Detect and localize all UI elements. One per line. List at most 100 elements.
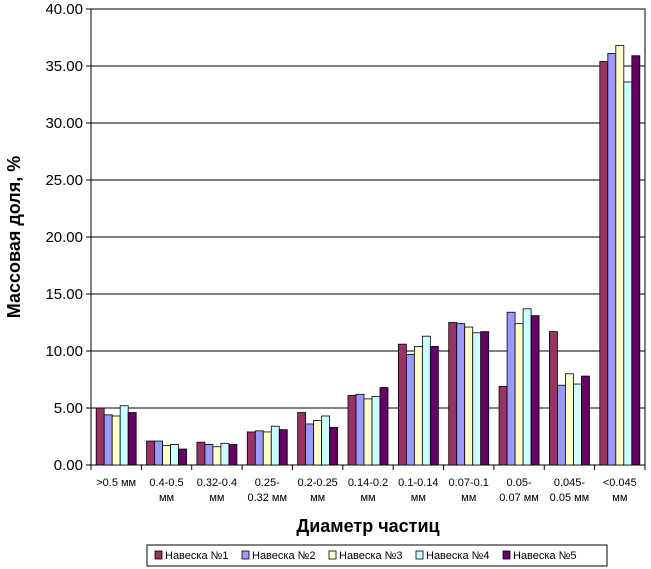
bar (103, 414, 113, 466)
x-tick-label: мм (159, 492, 174, 504)
bar (170, 444, 179, 466)
bar (363, 398, 373, 466)
bar (212, 446, 222, 466)
bar (421, 335, 431, 466)
bar (573, 383, 582, 466)
bar (557, 384, 566, 466)
y-tick-label: 25.00 (45, 172, 83, 189)
legend-swatch (154, 550, 163, 560)
x-tick-label: мм (612, 492, 627, 504)
x-tick-label: 0.2-0.25 (297, 477, 337, 489)
bar (95, 407, 105, 466)
bar (506, 311, 516, 466)
y-tick-label: 40.00 (45, 1, 83, 18)
bar (623, 81, 633, 466)
bar (111, 415, 121, 466)
bar (146, 440, 155, 466)
bar (127, 412, 137, 466)
x-tick-label: 0.25- (255, 477, 280, 489)
bar (246, 431, 256, 466)
bar (581, 375, 590, 466)
x-tick-label: 0.07-0.1 (449, 477, 489, 489)
bar (599, 61, 609, 466)
legend-swatch (328, 550, 337, 560)
legend-box (146, 544, 608, 567)
x-tick-label: 0.1-0.14 (398, 477, 438, 489)
bar (549, 331, 558, 466)
bar (321, 415, 331, 466)
x-tick-label: 0.045- (554, 477, 586, 489)
bar (405, 354, 415, 466)
bar (514, 323, 524, 466)
bar (615, 45, 625, 466)
x-tick-label: мм (310, 492, 325, 504)
x-tick-label: мм (209, 492, 224, 504)
x-axis-title: Диаметр частиц (296, 516, 439, 536)
bar (347, 395, 357, 466)
bar (119, 405, 129, 466)
x-tick-label: 0.32-0.4 (197, 477, 237, 489)
y-axis-ticks: 0.00 5.00 10.00 15.00 20.00 25.00 30.00 35.00 40… (45, 1, 91, 474)
bar (480, 331, 490, 466)
bar (254, 430, 264, 466)
legend-label: Навеска №4 (426, 550, 490, 562)
x-tick-label: 0.32 мм (247, 492, 287, 504)
legend-label: Навеска №3 (339, 550, 403, 562)
x-tick-label: 0.07 мм (499, 492, 539, 504)
bar (196, 441, 206, 466)
y-tick-label: 5.00 (54, 400, 83, 417)
legend-label: Навеска №5 (513, 550, 577, 562)
x-axis-ticks: >0.5 мм 0.4-0.5 мм 0.32-0.4 мм 0.25- 0.32 мм 0.… (90, 465, 646, 504)
y-tick-label: 10.00 (45, 343, 83, 360)
x-tick-label: 0.05 мм (550, 492, 590, 504)
x-tick-label: 0.4-0.5 (149, 477, 183, 489)
bar (607, 53, 617, 466)
bar (448, 322, 458, 466)
bar (522, 308, 532, 466)
x-tick-label: 0.05- (507, 477, 532, 489)
bar (313, 420, 323, 466)
y-tick-label: 20.00 (45, 229, 83, 246)
bar (631, 55, 641, 466)
bar (371, 396, 381, 466)
y-tick-label: 15.00 (45, 286, 83, 303)
legend-swatch (241, 550, 250, 560)
bar (204, 444, 214, 466)
legend-label: Навеска №1 (165, 550, 229, 562)
bar (530, 315, 540, 466)
x-tick-label: мм (411, 492, 426, 504)
y-axis-title: Массовая доля, % (4, 156, 24, 319)
legend-swatch (415, 550, 424, 560)
bar (278, 429, 288, 466)
bar (297, 412, 307, 466)
bar (413, 346, 423, 466)
bar (498, 385, 508, 466)
bar (379, 387, 389, 466)
bar (329, 426, 339, 466)
bar (162, 445, 171, 466)
bar (262, 431, 272, 466)
x-tick-label: >0.5 мм (96, 477, 136, 489)
x-tick-label: 0.14-0.2 (348, 477, 388, 489)
bar (464, 326, 474, 466)
x-tick-label: мм (360, 492, 375, 504)
legend-label: Навеска №2 (252, 550, 316, 562)
y-tick-label: 0.00 (54, 457, 83, 474)
bar (270, 425, 280, 466)
bar (220, 442, 230, 466)
x-tick-label: мм (461, 492, 476, 504)
bars (95, 45, 641, 466)
bar (154, 440, 163, 466)
bar (178, 448, 187, 466)
bar (305, 423, 315, 466)
x-tick-label: <0.045 (603, 477, 637, 489)
y-tick-label: 35.00 (45, 58, 83, 75)
bar (472, 332, 482, 466)
legend: Навеска №1 Навеска №2 Навеска №3 Навеска №4… (154, 550, 577, 562)
bar (228, 444, 238, 466)
bar (397, 343, 407, 466)
bar (565, 373, 574, 466)
legend-swatch (502, 550, 511, 560)
bar (355, 393, 365, 466)
